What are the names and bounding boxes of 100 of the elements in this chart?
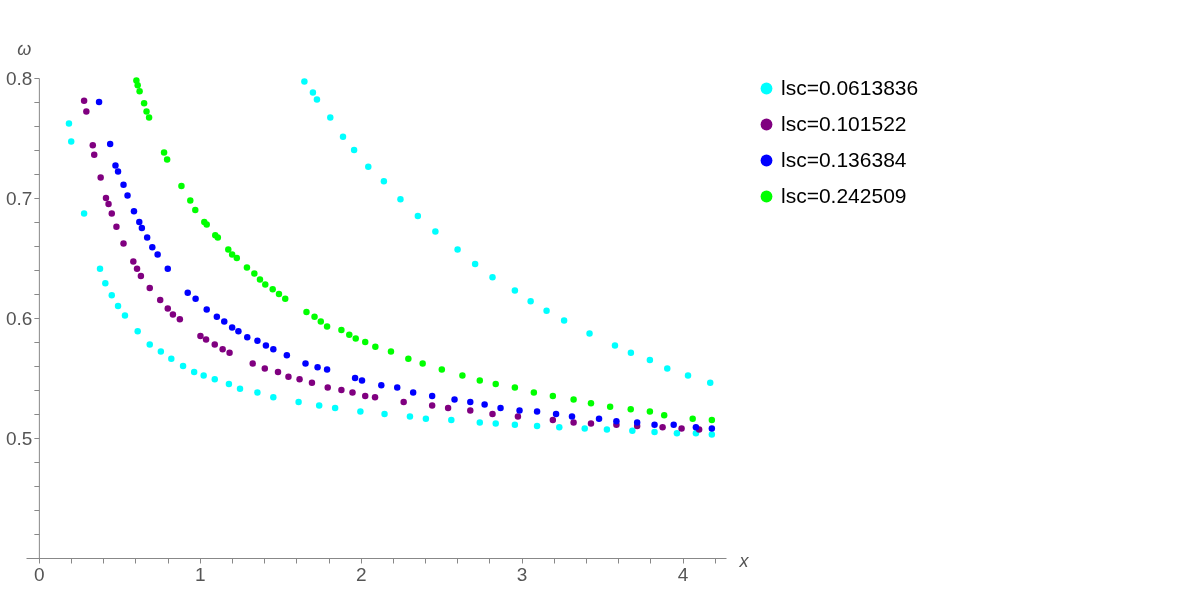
point	[317, 318, 325, 325]
point	[164, 305, 172, 312]
point	[140, 99, 148, 107]
point	[361, 338, 369, 346]
point	[378, 381, 385, 389]
point	[283, 351, 291, 359]
point	[262, 342, 270, 349]
point	[613, 417, 620, 425]
point	[708, 416, 716, 424]
point	[358, 377, 366, 384]
point	[202, 336, 210, 343]
point	[80, 97, 88, 105]
point	[136, 218, 143, 226]
point	[651, 421, 658, 429]
legend-label: lsc=0.242509	[781, 183, 907, 207]
point	[187, 197, 194, 204]
point	[133, 265, 141, 273]
y-tick-label: 0.7	[5, 187, 33, 209]
point	[285, 373, 292, 381]
point	[514, 413, 522, 420]
point	[120, 181, 127, 189]
point	[269, 285, 276, 293]
point	[552, 410, 560, 418]
y-tick-label: 0.5	[5, 427, 33, 449]
point	[282, 295, 289, 303]
point	[302, 360, 309, 367]
point	[296, 375, 303, 383]
point	[149, 243, 156, 251]
point	[570, 419, 577, 426]
point	[192, 295, 199, 303]
point	[108, 210, 116, 217]
x-tick-label: 3	[516, 563, 528, 585]
point	[400, 398, 407, 406]
x-tick-label: 0	[34, 563, 45, 585]
point	[533, 408, 541, 415]
point	[176, 315, 184, 323]
point	[178, 182, 185, 190]
point	[211, 341, 218, 348]
legend-label: lsc=0.136384	[781, 147, 907, 171]
point	[587, 399, 595, 407]
point	[97, 174, 104, 181]
point	[492, 380, 499, 388]
point	[497, 404, 504, 412]
point	[213, 313, 221, 321]
point	[226, 349, 233, 357]
point	[405, 355, 412, 363]
legend-label: lsc=0.0613836	[781, 75, 919, 99]
point	[243, 264, 251, 271]
x-tick-label: 1	[195, 563, 206, 585]
point	[262, 281, 269, 288]
point	[154, 251, 161, 258]
y-axis-title: ω	[17, 38, 32, 59]
legend-label: lsc=0.101522	[781, 111, 907, 135]
point	[233, 254, 241, 262]
point	[338, 386, 345, 394]
point	[184, 289, 191, 297]
point	[228, 251, 236, 258]
point	[530, 389, 538, 396]
point	[303, 308, 310, 316]
point	[124, 192, 131, 199]
point	[249, 360, 256, 367]
point	[89, 141, 97, 149]
point	[351, 374, 359, 382]
point	[270, 345, 277, 353]
point	[346, 331, 353, 339]
point	[489, 410, 496, 418]
point	[235, 327, 242, 335]
point	[106, 140, 114, 148]
point	[476, 377, 484, 384]
point	[451, 396, 458, 403]
point	[549, 416, 557, 424]
point	[659, 423, 666, 431]
point	[428, 402, 436, 409]
point	[467, 398, 474, 406]
point	[261, 365, 269, 372]
point	[314, 363, 321, 371]
point	[145, 114, 153, 121]
point	[90, 151, 98, 159]
point	[444, 404, 452, 412]
point	[324, 384, 331, 391]
point	[120, 240, 127, 247]
point	[156, 296, 164, 304]
point	[225, 246, 232, 253]
point	[481, 401, 488, 408]
point	[323, 366, 331, 373]
point	[112, 162, 119, 169]
point	[143, 234, 151, 241]
point	[197, 332, 204, 340]
y-tick-label: 0.8	[5, 67, 33, 89]
point	[102, 194, 110, 202]
point	[137, 272, 145, 280]
x-axis-title: x	[738, 550, 750, 571]
point	[83, 108, 90, 115]
point	[275, 290, 283, 298]
point	[203, 306, 210, 313]
point	[143, 108, 150, 115]
point	[244, 333, 251, 341]
point	[192, 206, 199, 214]
point	[549, 392, 557, 400]
point	[467, 407, 474, 414]
